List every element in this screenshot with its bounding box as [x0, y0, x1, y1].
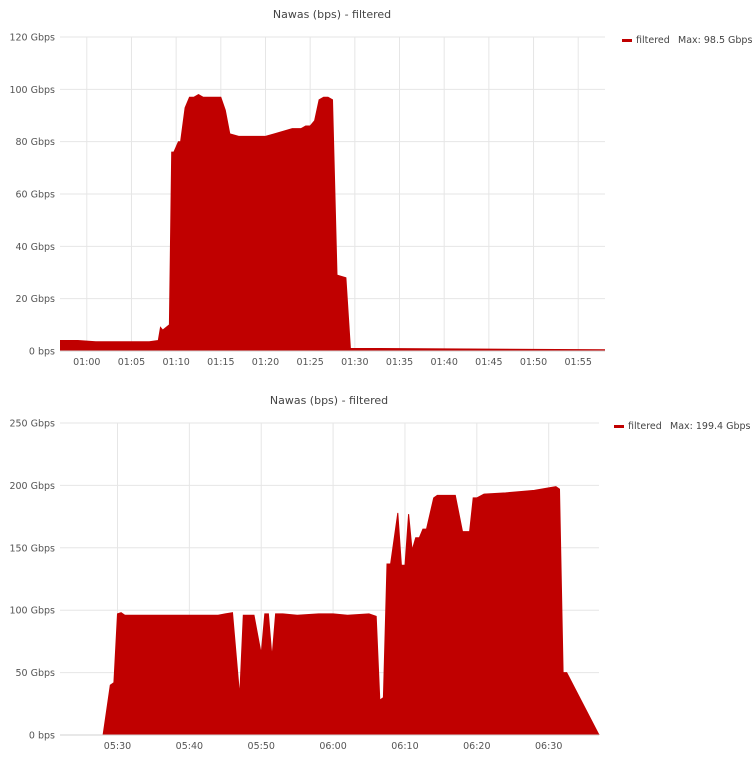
series-area-filtered [60, 94, 605, 351]
x-tick-label: 06:00 [319, 741, 346, 752]
x-tick-label: 01:05 [118, 357, 145, 368]
y-tick-label: 20 Gbps [16, 294, 56, 305]
x-tick-label: 06:30 [535, 741, 562, 752]
x-tick-label: 01:40 [430, 357, 457, 368]
series-line-filtered [60, 94, 606, 351]
legend-max: Max: 199.4 Gbps [670, 421, 750, 432]
chart-1: Nawas (bps) - filtered 0 bps 20 Gbps 40 Gbp… [9, 8, 752, 368]
chart-panel-2: Nawas (bps) - filtered 0 bps 50 Gbps 100 Gb… [0, 384, 753, 764]
legend-label: filtered [636, 35, 670, 46]
x-tick-label: 01:30 [341, 357, 368, 368]
y-tick-label: 40 Gbps [16, 242, 56, 253]
x-tick-label: 01:15 [207, 357, 234, 368]
legend-max: Max: 98.5 Gbps [678, 35, 752, 46]
x-tick-label: 01:20 [252, 357, 279, 368]
series-line-filtered [60, 486, 600, 736]
x-tick-label: 05:50 [248, 741, 275, 752]
x-tick-label: 05:30 [104, 741, 131, 752]
x-tick-label: 01:25 [296, 357, 323, 368]
chart-panel-1: Nawas (bps) - filtered 0 bps 20 Gbps 40 Gbp… [0, 0, 753, 380]
x-tick-label: 01:00 [73, 357, 100, 368]
y-tick-label: 250 Gbps [9, 419, 55, 430]
y-tick-label: 100 Gbps [9, 606, 55, 617]
x-tick-label: 05:40 [176, 741, 203, 752]
y-tick-label: 0 bps [29, 347, 55, 358]
series-area-filtered [60, 486, 599, 735]
y-tick-label: 0 bps [29, 731, 55, 742]
x-tick-label: 06:10 [391, 741, 418, 752]
x-tick-label: 01:45 [475, 357, 502, 368]
chart-2: Nawas (bps) - filtered 0 bps 50 Gbps 100 Gb… [9, 394, 750, 752]
y-tick-label: 60 Gbps [16, 190, 56, 201]
chart-title: Nawas (bps) - filtered [273, 8, 391, 21]
chart-title: Nawas (bps) - filtered [270, 394, 388, 407]
y-tick-label: 80 Gbps [16, 137, 56, 148]
x-tick-label: 01:50 [520, 357, 547, 368]
legend-swatch [614, 425, 624, 428]
y-tick-label: 100 Gbps [9, 85, 55, 96]
x-tick-label: 01:55 [565, 357, 592, 368]
y-tick-label: 200 Gbps [9, 481, 55, 492]
legend-swatch [622, 39, 632, 42]
x-tick-label: 01:35 [386, 357, 413, 368]
y-tick-label: 120 Gbps [9, 33, 55, 44]
y-tick-label: 150 Gbps [9, 543, 55, 554]
x-tick-label: 01:10 [162, 357, 189, 368]
y-tick-label: 50 Gbps [16, 668, 56, 679]
x-tick-label: 06:20 [463, 741, 490, 752]
legend-label: filtered [628, 421, 662, 432]
